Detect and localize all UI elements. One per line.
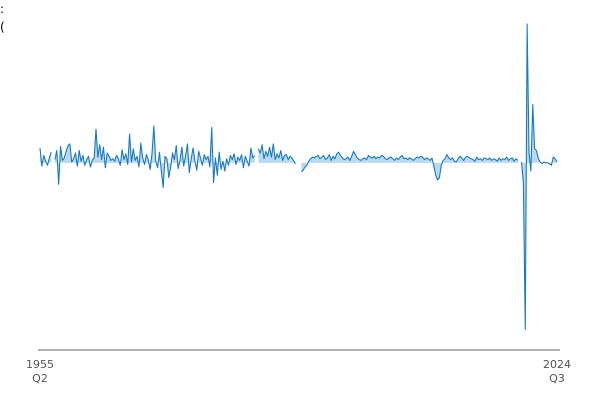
- area-fill: [54, 125, 255, 188]
- area-fill: [301, 151, 518, 181]
- line: [54, 125, 256, 189]
- line: [520, 23, 558, 331]
- line: [300, 150, 519, 181]
- area-fill: [258, 143, 296, 164]
- x-tick-label: 2024 Q3: [543, 358, 571, 385]
- chart-title: :: [0, 2, 5, 16]
- line: [39, 148, 52, 167]
- line: [257, 143, 297, 164]
- x-tick-label: 1955 Q2: [26, 358, 54, 385]
- chart-subtitle: (: [0, 20, 5, 34]
